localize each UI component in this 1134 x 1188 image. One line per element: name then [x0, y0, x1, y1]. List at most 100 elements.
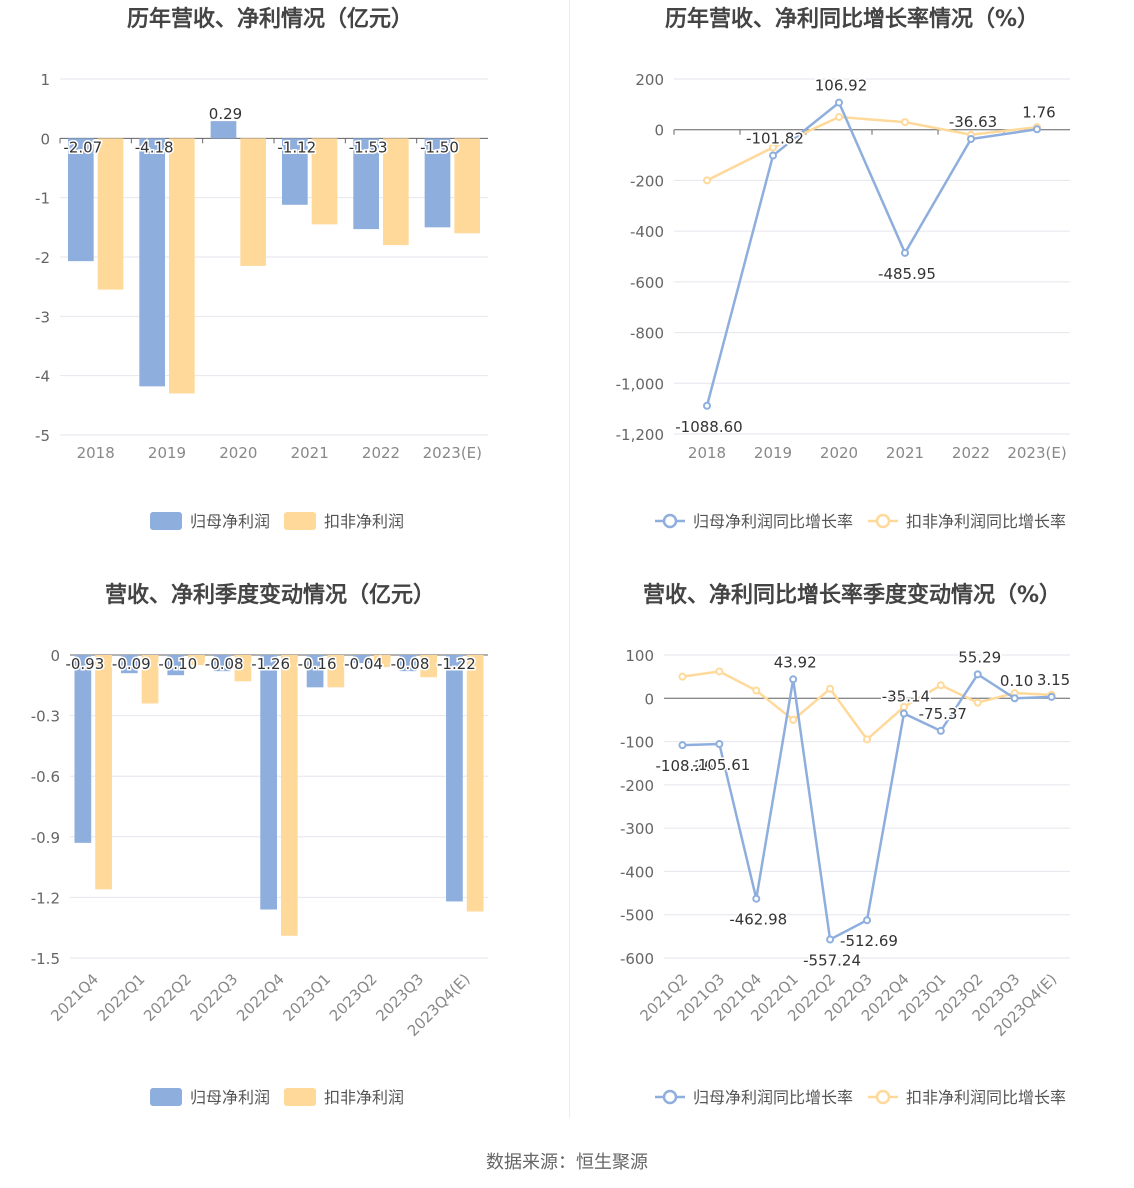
legend-marker[interactable] — [662, 1089, 678, 1105]
y-tick-label: -400 — [620, 863, 654, 881]
legend-marker[interactable] — [875, 513, 891, 529]
legend-swatch[interactable] — [150, 512, 182, 530]
y-tick-label: 200 — [635, 71, 664, 89]
legend-marker[interactable] — [875, 1089, 891, 1105]
x-tick-label: 2021 — [291, 444, 329, 462]
bar — [424, 138, 451, 228]
legend-swatch[interactable] — [284, 1088, 316, 1106]
legend-label[interactable]: 扣非净利润 — [324, 1088, 404, 1107]
legend-swatch[interactable] — [284, 512, 316, 530]
bar — [306, 655, 324, 688]
bar — [281, 138, 308, 205]
legend-label[interactable]: 归母净利润同比增长率 — [693, 1088, 853, 1107]
annual-profit-svg: 历年营收、净利情况（亿元） 1 0 -1 -2 -3 -4 -5 2018 2019 2020 202… — [35, 6, 488, 531]
bar — [141, 655, 159, 704]
chart-title: 历年营收、净利同比增长率情况（%） — [665, 6, 1039, 32]
chart-annual-growth: 历年营收、净利同比增长率情况（%） 200 0 -200 -400 -600 -800 -1,… — [567, 0, 1134, 576]
legend-label[interactable]: 归母净利润 — [190, 512, 270, 531]
series-line — [682, 672, 1052, 942]
y-tick-label: -1 — [35, 190, 50, 208]
bar — [399, 655, 417, 672]
data-label: -2.07 — [63, 138, 102, 156]
legend-label[interactable]: 扣非净利润 — [324, 512, 404, 531]
x-tick-label: 2019 — [148, 444, 186, 462]
data-label: -0.93 — [65, 655, 104, 673]
bar — [383, 138, 409, 246]
x-tick-label: 2021 — [886, 444, 924, 462]
chart-title: 历年营收、净利情况（亿元） — [127, 6, 413, 32]
x-tick-label: 2023Q2 — [326, 970, 381, 1025]
y-tick-label: -0.9 — [31, 829, 60, 847]
data-label: 1.76 — [1022, 103, 1055, 121]
bar — [373, 655, 391, 668]
bar — [95, 655, 112, 890]
data-label: -0.04 — [344, 655, 383, 673]
data-source: 数据来源：恒生聚源 — [486, 1152, 648, 1173]
data-point — [715, 739, 724, 748]
data-label: 3.15 — [1037, 671, 1070, 689]
data-label: -105.61 — [692, 756, 750, 774]
data-label: -36.63 — [949, 113, 997, 131]
series-line — [705, 100, 1038, 407]
data-label: -462.98 — [729, 911, 787, 929]
y-tick-label: -0.3 — [31, 708, 60, 726]
bar — [446, 655, 463, 902]
y-tick-label: -1.5 — [31, 950, 60, 968]
chart-quarterly-profit: 营收、净利季度变动情况（亿元） 0 -0.3 -0.6 -0.9 -1.2 -1.5 2021… — [0, 576, 567, 1152]
x-tick-label: 2022Q1 — [94, 970, 149, 1025]
data-point — [789, 715, 798, 724]
data-label: -35.14 — [882, 687, 930, 705]
data-point — [936, 726, 945, 735]
data-label: -557.24 — [803, 951, 861, 969]
chart-quarterly-growth: 营收、净利同比增长率季度变动情况（%） 100 0 -100 -200 -300 -400 -… — [567, 576, 1134, 1152]
legend-label[interactable]: 归母净利润同比增长率 — [693, 512, 853, 531]
data-point — [769, 151, 777, 160]
data-point — [826, 684, 835, 693]
x-tick-label: 2019 — [754, 444, 792, 462]
y-tick-label: 100 — [625, 647, 654, 665]
data-point — [936, 681, 945, 690]
x-tick-label: 2022Q4 — [233, 970, 288, 1025]
data-label: -75.37 — [919, 705, 967, 723]
data-label: 55.29 — [958, 648, 1001, 666]
x-tick-label: 2022 — [362, 444, 400, 462]
legend-label[interactable]: 扣非净利润同比增长率 — [906, 512, 1066, 531]
annual-growth-svg: 历年营收、净利同比增长率情况（%） 200 0 -200 -400 -600 -800 -1,… — [616, 6, 1070, 531]
data-label: -1.26 — [251, 655, 290, 673]
data-label: 43.92 — [774, 653, 817, 671]
x-tick-label: 2022Q2 — [140, 970, 195, 1025]
quarterly-growth-svg: 营收、净利同比增长率季度变动情况（%） 100 0 -100 -200 -300 -400 -… — [620, 582, 1072, 1107]
bar — [240, 138, 267, 266]
y-tick-label: -3 — [35, 308, 50, 326]
legend-marker[interactable] — [662, 513, 678, 529]
data-label: -1.53 — [349, 138, 388, 156]
bar — [311, 138, 338, 225]
data-label: -0.16 — [298, 655, 337, 673]
data-label: -0.08 — [391, 655, 430, 673]
y-tick-label: 0 — [40, 130, 50, 148]
data-point — [863, 735, 871, 744]
legend-label[interactable]: 扣非净利润同比增长率 — [906, 1088, 1066, 1107]
legend-swatch[interactable] — [150, 1088, 182, 1106]
data-point — [973, 670, 982, 679]
chart-annual-profit: 历年营收、净利情况（亿元） 1 0 -1 -2 -3 -4 -5 2018 2019 2020 202… — [0, 0, 567, 576]
y-tick-label: -600 — [620, 950, 654, 968]
x-tick-label: 2023(E) — [423, 444, 482, 462]
data-label: -108.26 — [656, 757, 714, 775]
bar — [67, 138, 94, 262]
data-point — [901, 118, 909, 127]
data-point — [752, 894, 761, 903]
data-point — [678, 741, 687, 750]
data-label: -0.08 — [205, 655, 244, 673]
bar — [169, 138, 195, 394]
data-label: -101.82 — [746, 130, 804, 148]
data-point — [967, 135, 975, 144]
bar — [120, 655, 138, 674]
data-point — [715, 667, 724, 676]
data-point — [703, 176, 711, 185]
bar — [213, 655, 231, 672]
legend-label[interactable]: 归母净利润 — [190, 1088, 270, 1107]
data-point — [1033, 125, 1041, 134]
x-tick-label: 2023(E) — [1007, 444, 1066, 462]
y-tick-label: 0 — [644, 690, 654, 708]
